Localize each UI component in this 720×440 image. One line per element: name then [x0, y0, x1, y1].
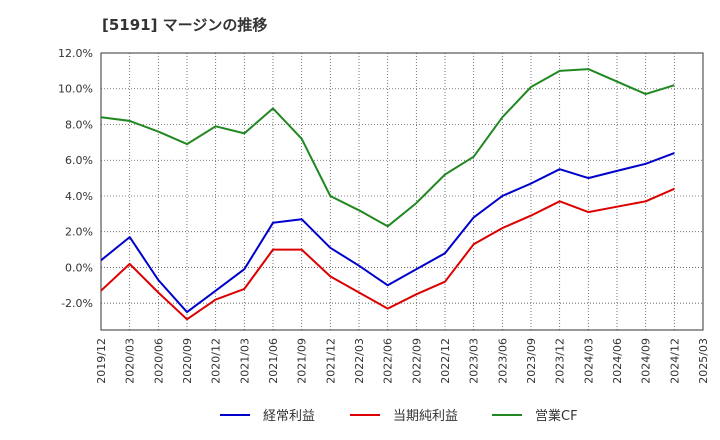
y-tick-label: 10.0%	[58, 83, 93, 96]
x-tick-label: 2021/12	[324, 338, 337, 384]
y-tick-label: 2.0%	[65, 226, 93, 239]
chart-title: [5191] マージンの推移	[102, 16, 268, 34]
y-tick-label: 0.0%	[65, 261, 93, 274]
x-tick-label: 2021/03	[238, 338, 251, 384]
x-tick-label: 2022/12	[439, 338, 452, 384]
x-tick-label: 2024/06	[611, 338, 624, 384]
series-line	[100, 68, 675, 228]
x-tick-label: 2019/12	[95, 338, 108, 384]
x-tick-label: 2021/06	[267, 338, 280, 384]
y-tick-label: 12.0%	[58, 47, 93, 60]
x-tick-label: 2024/03	[582, 338, 595, 384]
x-tick-label: 2020/12	[210, 338, 223, 384]
y-tick-label: 4.0%	[65, 190, 93, 203]
series-line	[100, 187, 675, 321]
x-tick-label: 2020/06	[152, 338, 165, 384]
legend-label: 営業CF	[535, 408, 578, 424]
x-tick-label: 2020/09	[181, 338, 194, 384]
y-tick-label: -2.0%	[61, 297, 93, 310]
x-tick-label: 2023/09	[525, 338, 538, 384]
y-tick-label: 6.0%	[65, 154, 93, 167]
x-tick-label: 2022/06	[382, 338, 395, 384]
x-tick-label: 2023/12	[554, 338, 567, 384]
grid	[101, 52, 703, 330]
x-tick-label: 2021/09	[296, 338, 309, 384]
x-tick-label: 2022/03	[353, 338, 366, 384]
y-tick-label: 8.0%	[65, 118, 93, 131]
legend-label: 当期純利益	[393, 409, 458, 424]
x-tick-label: 2022/09	[410, 338, 423, 384]
legend-label: 経常利益	[263, 409, 315, 424]
x-tick-label: 2025/03	[697, 338, 710, 384]
x-tick-label: 2024/12	[668, 338, 681, 384]
series-lines	[100, 68, 675, 321]
series-line	[100, 152, 675, 314]
plot-area	[100, 52, 704, 331]
x-tick-label: 2024/09	[640, 338, 653, 384]
x-tick-label: 2023/06	[496, 338, 509, 384]
x-tick-label: 2023/03	[468, 338, 481, 384]
x-axis: 2019/12 2020/03 2020/06 2020/09 2020/12 2021/…	[95, 338, 710, 384]
legend: 経常利益 当期純利益 営業CF	[220, 408, 578, 424]
y-axis: -2.0% 0.0% 2.0% 4.0% 6.0% 8.0% 10.0% 12.0%	[58, 47, 93, 310]
x-tick-label: 2020/03	[124, 338, 137, 384]
